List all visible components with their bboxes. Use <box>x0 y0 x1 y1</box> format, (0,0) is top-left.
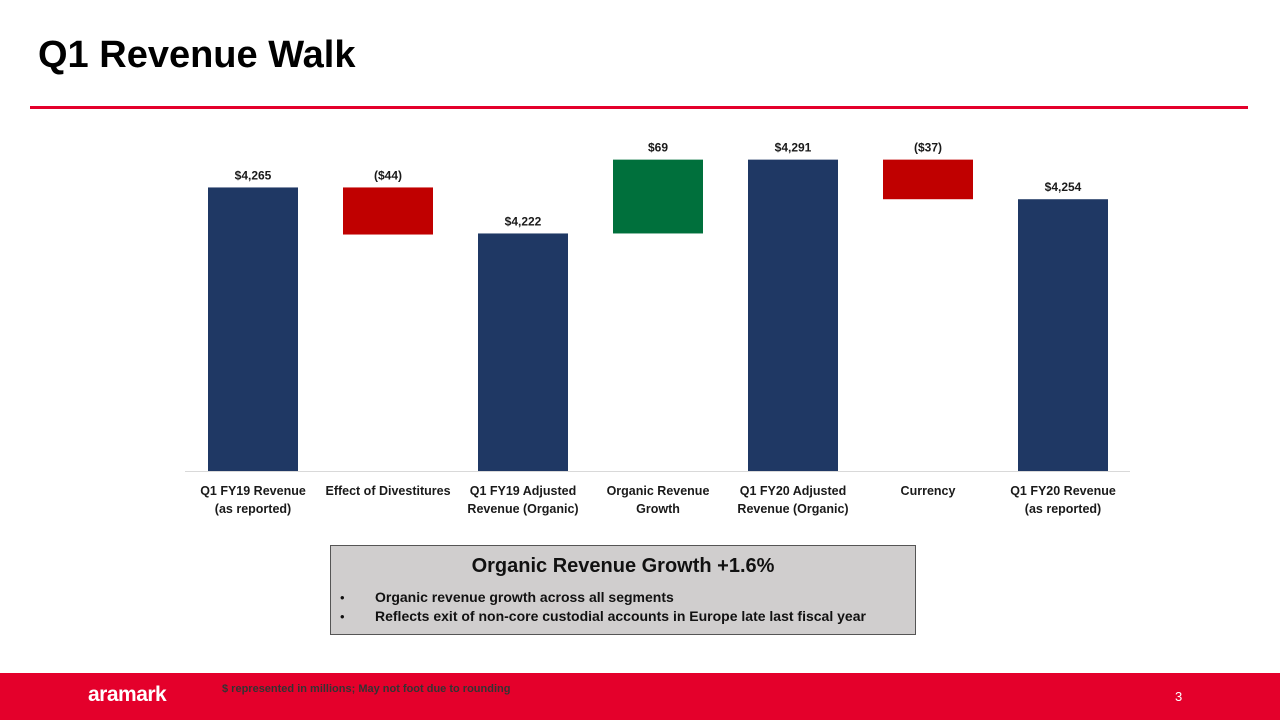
bar <box>613 159 703 234</box>
chart: $4,265 ($44) $4,222 $69 $4,291 ($37) $4,254 <box>185 141 1130 472</box>
footer: aramark $ represented in millions; May n… <box>0 673 1280 720</box>
value-label: $4,265 <box>235 168 272 182</box>
x-tick-label: Q1 FY19 Revenue (as reported) <box>200 484 306 516</box>
bar <box>343 187 433 235</box>
bar <box>478 233 568 471</box>
x-tick-label: Organic Revenue Growth <box>606 484 710 516</box>
bullet-text: Organic revenue growth across all segmen… <box>375 589 674 605</box>
x-tick-label: Effect of Divestitures <box>325 484 451 498</box>
callout-box: Organic Revenue Growth +1.6% • Organic r… <box>330 545 916 635</box>
page-number: 3 <box>1175 689 1183 704</box>
x-tick-label: Q1 FY19 Adjusted Revenue (Organic) <box>467 484 579 516</box>
value-label: ($37) <box>914 141 942 155</box>
value-label: $4,291 <box>775 141 812 155</box>
value-label: $4,254 <box>1045 180 1082 194</box>
footnote: $ represented in millions; May not foot … <box>222 683 511 695</box>
slide-title: Q1 Revenue Walk <box>38 34 356 76</box>
bar <box>883 159 973 200</box>
bar <box>208 187 298 471</box>
title-rule <box>30 106 1248 109</box>
x-tick-label: Q1 FY20 Revenue (as reported) <box>1010 484 1116 516</box>
value-label: $4,222 <box>505 214 542 228</box>
callout-title: Organic Revenue Growth +1.6% <box>471 555 775 577</box>
bullet-marker: • <box>340 609 345 624</box>
bullet-marker: • <box>340 590 345 605</box>
value-label: ($44) <box>374 168 402 182</box>
bullet-text: Reflects exit of non-core custodial acco… <box>375 608 866 624</box>
x-tick-label: Q1 FY20 Adjusted Revenue (Organic) <box>737 484 849 516</box>
bar <box>1018 199 1108 471</box>
logo: aramark <box>88 683 167 706</box>
x-tick-label: Currency <box>900 484 956 498</box>
bar <box>748 159 838 471</box>
value-label: $69 <box>648 141 668 155</box>
